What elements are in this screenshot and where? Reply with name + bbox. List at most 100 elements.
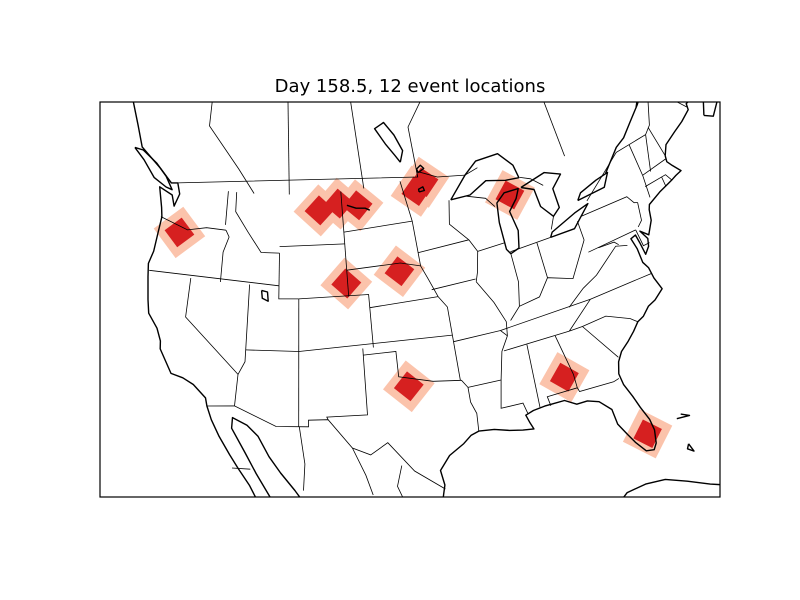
border-line — [209, 102, 255, 194]
border-line — [586, 102, 687, 202]
border-line — [468, 239, 479, 282]
border-line — [231, 467, 251, 470]
border-line — [298, 426, 306, 491]
border-line — [185, 278, 239, 406]
border-line — [581, 196, 638, 217]
border-line — [467, 379, 502, 388]
border-line — [526, 344, 541, 408]
border-line — [160, 216, 227, 231]
border-line — [635, 229, 650, 247]
border-line — [519, 177, 544, 186]
border-line — [279, 243, 345, 247]
coastline-segment — [635, 102, 638, 108]
border-line — [500, 298, 591, 331]
border-line — [149, 269, 280, 287]
border-line — [326, 348, 368, 420]
border-line — [577, 221, 585, 241]
border-line — [420, 265, 439, 297]
coastline-segment — [434, 2, 540, 97]
border-line — [340, 191, 350, 297]
border-line — [637, 202, 642, 228]
event-markers — [153, 156, 673, 459]
border-line — [510, 252, 520, 307]
coastline-segment — [132, 102, 257, 497]
border-line — [645, 134, 651, 172]
border-line — [298, 334, 453, 352]
coastline-segment — [676, 413, 691, 420]
coastline-segment — [577, 171, 609, 202]
border-line — [543, 102, 565, 157]
border-line — [475, 281, 529, 414]
border-line — [665, 60, 674, 84]
border-line — [352, 447, 374, 496]
border-line — [568, 245, 628, 308]
coastline-segment — [134, 146, 173, 191]
border-line — [431, 278, 476, 291]
event-marker — [323, 188, 354, 219]
border-line — [363, 351, 462, 382]
border-line — [576, 378, 620, 392]
coastline-segment — [549, 202, 589, 239]
coastline-segment — [230, 416, 301, 497]
political-borders — [149, 60, 687, 497]
map-frame — [99, 101, 721, 498]
event-marker — [495, 180, 525, 210]
border-line — [569, 315, 638, 332]
border-line — [245, 349, 299, 352]
map-title: Day 158.5, 12 event locations — [274, 76, 546, 97]
border-line — [598, 241, 619, 249]
border-line — [418, 239, 469, 253]
border-line — [287, 102, 290, 195]
border-line — [647, 127, 666, 156]
event-marker — [164, 217, 195, 248]
border-line — [343, 220, 413, 233]
coastline-segment — [520, 171, 562, 217]
coastline-segment — [702, 102, 718, 117]
coastline-segment — [450, 153, 520, 201]
border-line — [642, 158, 666, 176]
border-line — [350, 102, 365, 189]
border-line — [590, 272, 653, 300]
border-line — [278, 285, 299, 300]
border-line — [477, 242, 505, 252]
coastlines — [132, 2, 720, 497]
border-line — [399, 181, 421, 266]
border-line — [278, 253, 280, 286]
border-line — [550, 216, 554, 230]
coastline-segment — [686, 443, 695, 452]
event-marker — [342, 190, 373, 221]
border-line — [346, 262, 421, 271]
coastline-segment — [373, 121, 404, 163]
event-marker — [331, 268, 362, 299]
coastline-segment — [260, 289, 269, 302]
border-line — [237, 284, 250, 375]
border-line — [298, 294, 374, 348]
border-line — [369, 296, 439, 309]
border-line — [407, 102, 421, 178]
border-line — [225, 191, 229, 225]
border-line — [220, 230, 230, 283]
border-line — [397, 465, 404, 497]
coastline-segment — [417, 186, 426, 193]
coastline-segment — [439, 102, 689, 497]
border-line — [235, 192, 280, 254]
border-line — [448, 200, 470, 241]
coastline-segment — [496, 187, 520, 255]
coastline-segment — [346, 204, 371, 211]
border-line — [628, 144, 651, 198]
border-line — [644, 174, 672, 187]
border-line — [588, 229, 636, 253]
border-line — [461, 380, 480, 432]
border-line — [661, 176, 667, 187]
border-line — [466, 195, 496, 207]
border-line — [568, 298, 591, 332]
border-line — [453, 330, 508, 343]
coastline-segment — [415, 164, 425, 174]
coastline-segment — [622, 478, 720, 497]
border-line — [582, 326, 619, 358]
border-line — [503, 330, 570, 352]
border-line — [510, 239, 585, 321]
event-marker — [633, 419, 662, 448]
border-line — [536, 242, 548, 278]
